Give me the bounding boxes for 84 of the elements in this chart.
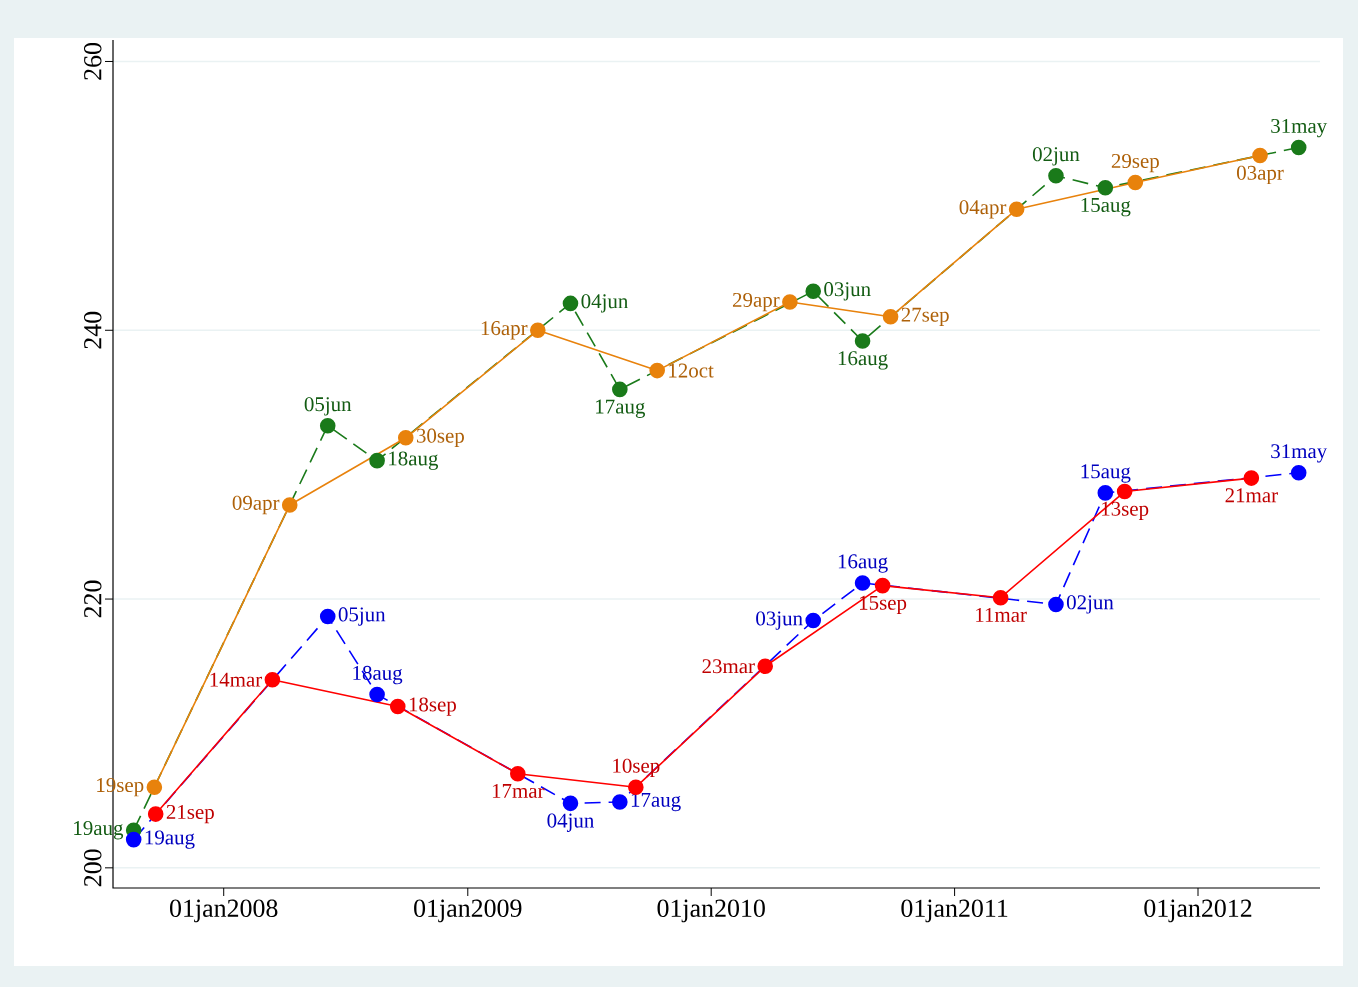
data-label: 16apr <box>481 321 528 340</box>
point <box>397 429 414 446</box>
data-label: 15aug <box>1081 464 1131 483</box>
point <box>125 831 142 848</box>
point <box>1116 483 1133 500</box>
x-tick-label: 01jan2009 <box>414 899 522 923</box>
point <box>319 417 336 434</box>
point <box>389 698 406 715</box>
point <box>510 765 526 782</box>
data-label: 17aug <box>596 399 645 418</box>
data-label: 31may <box>1271 118 1328 138</box>
data-label: 09apr <box>232 495 280 515</box>
point <box>264 671 281 688</box>
data-label: 04jun <box>547 813 594 832</box>
data-label: 31may <box>1271 444 1328 463</box>
data-label: 21mar <box>1225 488 1278 503</box>
point <box>562 295 579 312</box>
point <box>1048 596 1064 613</box>
point <box>1243 470 1260 486</box>
point <box>1127 174 1144 191</box>
data-label: 18aug <box>389 451 439 470</box>
data-label: 05jun <box>338 607 386 626</box>
point <box>530 322 546 339</box>
data-label: 03apr <box>1237 165 1284 185</box>
point <box>1290 464 1307 481</box>
point <box>805 612 822 629</box>
data-label: 16aug <box>838 351 888 370</box>
data-label: 04apr <box>959 200 1007 219</box>
data-label: 17mar <box>492 783 545 798</box>
x-tick-label: 01jan2010 <box>657 899 765 923</box>
point <box>628 779 644 795</box>
point <box>562 795 579 812</box>
data-label: 16aug <box>838 554 888 573</box>
point <box>612 794 628 810</box>
y-tick-label: 200 <box>84 849 102 887</box>
point <box>1048 167 1064 184</box>
point <box>782 294 798 310</box>
point <box>854 575 871 591</box>
point <box>319 608 336 625</box>
point <box>882 309 899 325</box>
point <box>805 283 822 300</box>
data-label: 23mar <box>702 659 755 674</box>
x-tick-label: 01jan2011 <box>901 899 1008 923</box>
data-label: 11mar <box>976 607 1027 622</box>
point <box>874 577 891 594</box>
point <box>369 686 385 703</box>
point <box>649 362 665 379</box>
point <box>854 333 871 349</box>
data-label: 02jun <box>1066 595 1114 614</box>
data-label: 03jun <box>756 611 803 630</box>
data-label: 21sep <box>166 804 214 824</box>
y-tick-label: 220 <box>84 580 102 618</box>
y-tick-label: 240 <box>84 311 102 349</box>
point <box>281 497 298 513</box>
point <box>612 381 628 398</box>
point <box>1290 139 1307 156</box>
data-label: 18sep <box>409 697 456 716</box>
point <box>1097 485 1114 501</box>
data-label: 12oct <box>669 363 714 378</box>
point <box>992 589 1009 606</box>
data-label: 15aug <box>1081 198 1131 217</box>
data-label: 29sep <box>1111 153 1159 173</box>
data-label: 19aug <box>145 830 195 849</box>
data-label: 29apr <box>732 292 780 312</box>
x-tick-label: 01jan2012 <box>1144 899 1252 923</box>
point <box>369 452 385 469</box>
data-label: 17aug <box>631 792 681 812</box>
x-tick-label: 01jan2008 <box>170 899 278 923</box>
point <box>146 779 163 795</box>
data-label: 14mar <box>210 672 263 687</box>
data-label: 03jun <box>824 282 871 301</box>
data-label: 13sep <box>1102 501 1149 521</box>
data-label: 04jun <box>581 294 629 313</box>
point <box>1252 147 1268 164</box>
data-label: 27sep <box>901 307 949 326</box>
data-label: 05jun <box>304 397 352 416</box>
y-tick-label: 260 <box>84 43 102 80</box>
point <box>147 806 164 822</box>
data-label: 15sep <box>860 595 907 615</box>
data-label: 02jun <box>1032 147 1080 166</box>
point <box>1097 180 1114 196</box>
data-label: 30sep <box>416 428 464 447</box>
point <box>757 658 774 675</box>
point <box>1008 201 1025 218</box>
